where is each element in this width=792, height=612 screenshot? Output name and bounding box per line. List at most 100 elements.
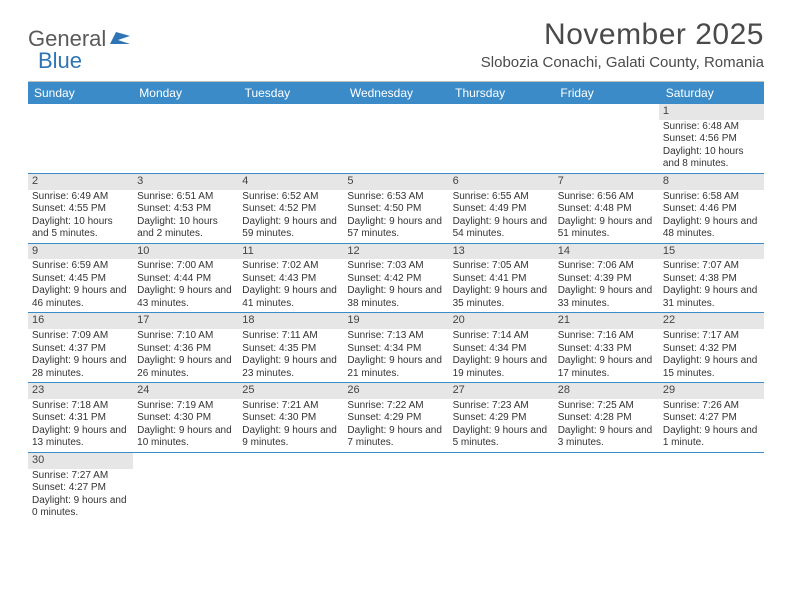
- day-body: Sunrise: 7:18 AMSunset: 4:31 PMDaylight:…: [28, 399, 133, 452]
- header: General November 2025 Slobozia Conachi, …: [0, 0, 792, 77]
- day-body: Sunrise: 7:25 AMSunset: 4:28 PMDaylight:…: [554, 399, 659, 452]
- daylight-text: Daylight: 9 hours and 38 minutes.: [347, 285, 444, 310]
- day-body: Sunrise: 7:26 AMSunset: 4:27 PMDaylight:…: [659, 399, 764, 452]
- day-cell: 5Sunrise: 6:53 AMSunset: 4:50 PMDaylight…: [343, 174, 448, 243]
- daylight-text: Daylight: 9 hours and 0 minutes.: [32, 495, 129, 520]
- daylight-text: Daylight: 9 hours and 5 minutes.: [453, 425, 550, 450]
- sunset-text: Sunset: 4:41 PM: [453, 273, 550, 286]
- sunrise-text: Sunrise: 7:06 AM: [558, 260, 655, 273]
- day-number: 8: [659, 174, 764, 190]
- sunrise-text: Sunrise: 7:07 AM: [663, 260, 760, 273]
- sunset-text: Sunset: 4:49 PM: [453, 203, 550, 216]
- day-body: Sunrise: 6:55 AMSunset: 4:49 PMDaylight:…: [449, 190, 554, 243]
- sunset-text: Sunset: 4:53 PM: [137, 203, 234, 216]
- sunrise-text: Sunrise: 7:26 AM: [663, 400, 760, 413]
- sunrise-text: Sunrise: 6:48 AM: [663, 121, 760, 134]
- daylight-text: Daylight: 9 hours and 17 minutes.: [558, 355, 655, 380]
- sunrise-text: Sunrise: 7:03 AM: [347, 260, 444, 273]
- day-body: Sunrise: 7:13 AMSunset: 4:34 PMDaylight:…: [343, 329, 448, 382]
- day-cell: .: [238, 453, 343, 522]
- day-number: 13: [449, 244, 554, 260]
- day-cell: .: [449, 453, 554, 522]
- day-cell: 10Sunrise: 7:00 AMSunset: 4:44 PMDayligh…: [133, 244, 238, 313]
- day-cell: 8Sunrise: 6:58 AMSunset: 4:46 PMDaylight…: [659, 174, 764, 243]
- day-number: 12: [343, 244, 448, 260]
- day-number: 1: [659, 104, 764, 120]
- day-body: Sunrise: 6:53 AMSunset: 4:50 PMDaylight:…: [343, 190, 448, 243]
- day-cell: 3Sunrise: 6:51 AMSunset: 4:53 PMDaylight…: [133, 174, 238, 243]
- day-number: 14: [554, 244, 659, 260]
- daylight-text: Daylight: 10 hours and 5 minutes.: [32, 216, 129, 241]
- sunrise-text: Sunrise: 7:13 AM: [347, 330, 444, 343]
- flag-icon: [110, 30, 132, 51]
- sunrise-text: Sunrise: 7:21 AM: [242, 400, 339, 413]
- week-row: 30Sunrise: 7:27 AMSunset: 4:27 PMDayligh…: [28, 453, 764, 522]
- day-cell: 13Sunrise: 7:05 AMSunset: 4:41 PMDayligh…: [449, 244, 554, 313]
- sunset-text: Sunset: 4:35 PM: [242, 343, 339, 356]
- day-body: Sunrise: 7:27 AMSunset: 4:27 PMDaylight:…: [28, 469, 133, 522]
- sunrise-text: Sunrise: 7:00 AM: [137, 260, 234, 273]
- day-cell: 20Sunrise: 7:14 AMSunset: 4:34 PMDayligh…: [449, 313, 554, 382]
- sunset-text: Sunset: 4:38 PM: [663, 273, 760, 286]
- sunset-text: Sunset: 4:52 PM: [242, 203, 339, 216]
- day-cell: .: [449, 104, 554, 173]
- day-cell: .: [238, 104, 343, 173]
- day-body: Sunrise: 6:51 AMSunset: 4:53 PMDaylight:…: [133, 190, 238, 243]
- day-number: 17: [133, 313, 238, 329]
- day-cell: 25Sunrise: 7:21 AMSunset: 4:30 PMDayligh…: [238, 383, 343, 452]
- sunset-text: Sunset: 4:48 PM: [558, 203, 655, 216]
- sunset-text: Sunset: 4:27 PM: [663, 412, 760, 425]
- daylight-text: Daylight: 9 hours and 19 minutes.: [453, 355, 550, 380]
- day-number: 27: [449, 383, 554, 399]
- sunrise-text: Sunrise: 6:56 AM: [558, 191, 655, 204]
- daylight-text: Daylight: 9 hours and 46 minutes.: [32, 285, 129, 310]
- day-cell: 17Sunrise: 7:10 AMSunset: 4:36 PMDayligh…: [133, 313, 238, 382]
- sunset-text: Sunset: 4:29 PM: [347, 412, 444, 425]
- sunset-text: Sunset: 4:27 PM: [32, 482, 129, 495]
- day-number: 18: [238, 313, 343, 329]
- day-cell: .: [659, 453, 764, 522]
- daylight-text: Daylight: 9 hours and 10 minutes.: [137, 425, 234, 450]
- day-cell: .: [343, 104, 448, 173]
- sunset-text: Sunset: 4:30 PM: [137, 412, 234, 425]
- day-cell: 15Sunrise: 7:07 AMSunset: 4:38 PMDayligh…: [659, 244, 764, 313]
- day-body: Sunrise: 7:06 AMSunset: 4:39 PMDaylight:…: [554, 259, 659, 312]
- week-row: ......1Sunrise: 6:48 AMSunset: 4:56 PMDa…: [28, 104, 764, 174]
- day-number: 6: [449, 174, 554, 190]
- sunrise-text: Sunrise: 6:52 AM: [242, 191, 339, 204]
- daylight-text: Daylight: 9 hours and 21 minutes.: [347, 355, 444, 380]
- day-cell: 11Sunrise: 7:02 AMSunset: 4:43 PMDayligh…: [238, 244, 343, 313]
- day-body: Sunrise: 7:19 AMSunset: 4:30 PMDaylight:…: [133, 399, 238, 452]
- day-cell: 19Sunrise: 7:13 AMSunset: 4:34 PMDayligh…: [343, 313, 448, 382]
- sunrise-text: Sunrise: 7:14 AM: [453, 330, 550, 343]
- location: Slobozia Conachi, Galati County, Romania: [481, 54, 764, 71]
- sunrise-text: Sunrise: 7:11 AM: [242, 330, 339, 343]
- sunset-text: Sunset: 4:56 PM: [663, 133, 760, 146]
- sunset-text: Sunset: 4:43 PM: [242, 273, 339, 286]
- weekday-header: Friday: [554, 82, 659, 104]
- day-number: 15: [659, 244, 764, 260]
- day-cell: 18Sunrise: 7:11 AMSunset: 4:35 PMDayligh…: [238, 313, 343, 382]
- sunset-text: Sunset: 4:42 PM: [347, 273, 444, 286]
- daylight-text: Daylight: 9 hours and 35 minutes.: [453, 285, 550, 310]
- day-number: 7: [554, 174, 659, 190]
- sunrise-text: Sunrise: 7:27 AM: [32, 470, 129, 483]
- day-cell: 1Sunrise: 6:48 AMSunset: 4:56 PMDaylight…: [659, 104, 764, 173]
- day-body: Sunrise: 7:14 AMSunset: 4:34 PMDaylight:…: [449, 329, 554, 382]
- daylight-text: Daylight: 10 hours and 2 minutes.: [137, 216, 234, 241]
- daylight-text: Daylight: 9 hours and 23 minutes.: [242, 355, 339, 380]
- day-cell: .: [343, 453, 448, 522]
- sunset-text: Sunset: 4:28 PM: [558, 412, 655, 425]
- day-cell: 23Sunrise: 7:18 AMSunset: 4:31 PMDayligh…: [28, 383, 133, 452]
- sunrise-text: Sunrise: 7:19 AM: [137, 400, 234, 413]
- weekday-header: Saturday: [660, 82, 764, 104]
- sunset-text: Sunset: 4:39 PM: [558, 273, 655, 286]
- sunrise-text: Sunrise: 7:10 AM: [137, 330, 234, 343]
- day-cell: .: [554, 453, 659, 522]
- daylight-text: Daylight: 10 hours and 8 minutes.: [663, 146, 760, 171]
- day-body: Sunrise: 6:59 AMSunset: 4:45 PMDaylight:…: [28, 259, 133, 312]
- day-number: 20: [449, 313, 554, 329]
- day-number: 30: [28, 453, 133, 469]
- weekday-header: Sunday: [28, 82, 133, 104]
- day-cell: 28Sunrise: 7:25 AMSunset: 4:28 PMDayligh…: [554, 383, 659, 452]
